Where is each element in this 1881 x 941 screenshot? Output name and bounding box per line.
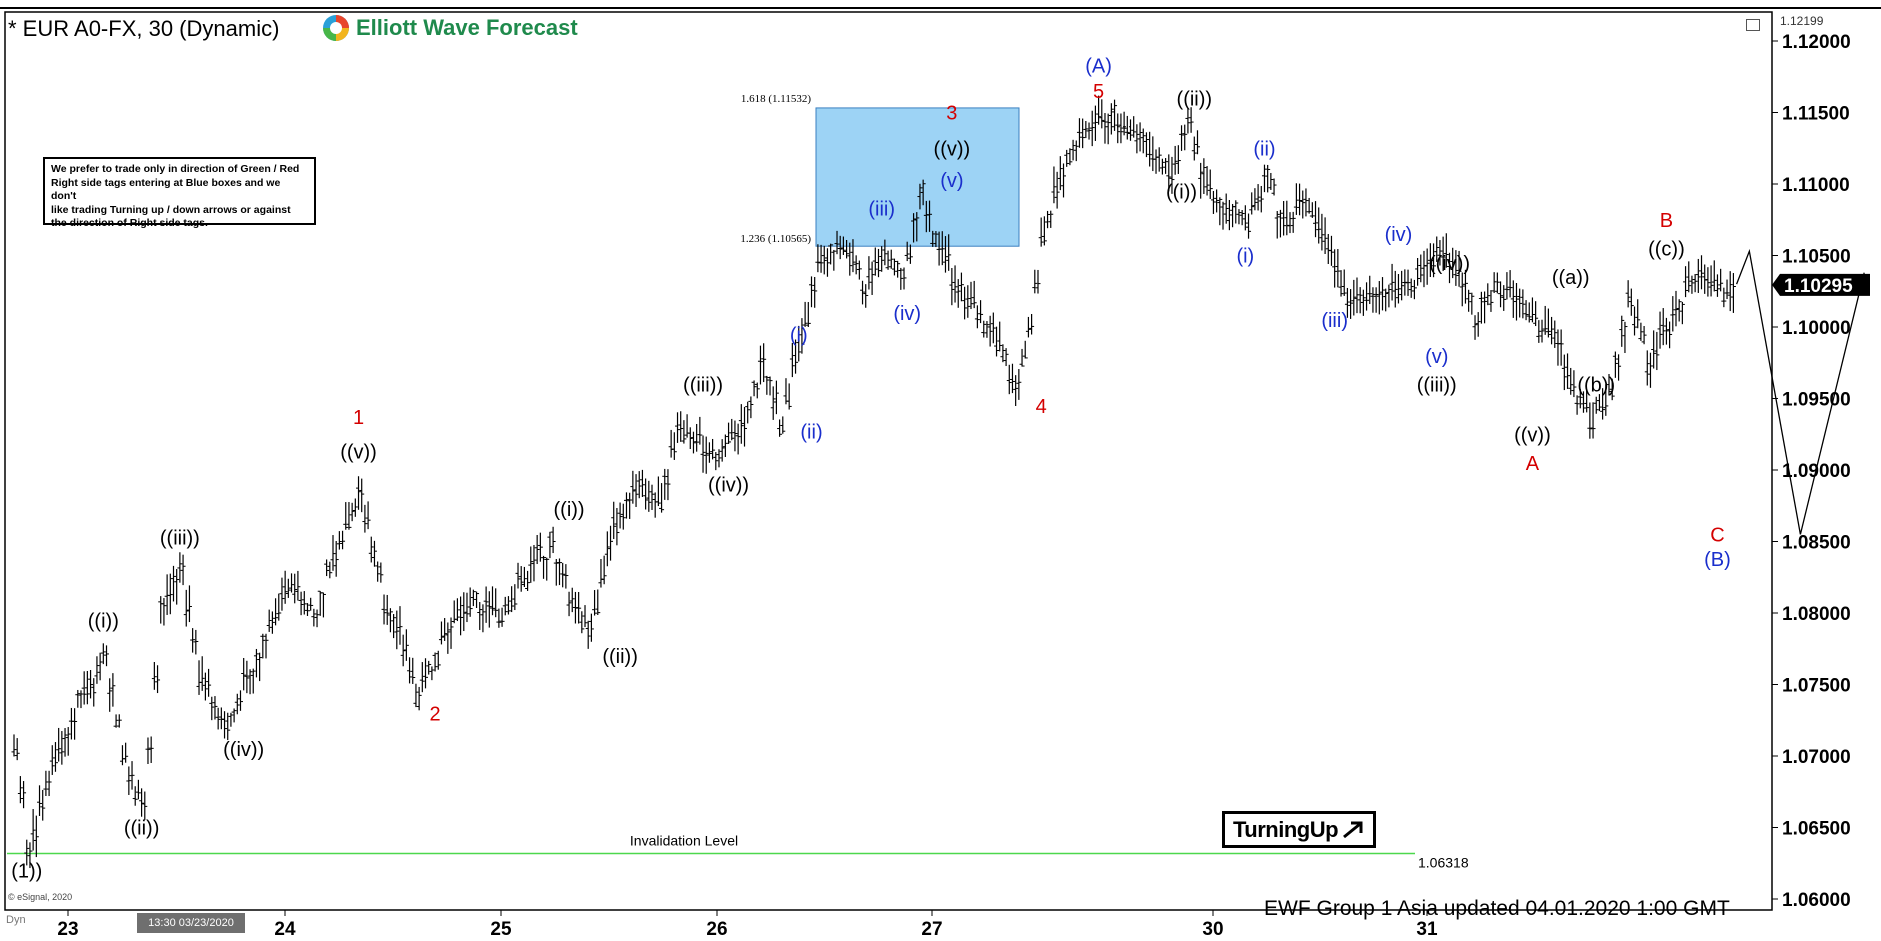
wave-label: ((iii)) <box>1417 374 1457 396</box>
y-tick-label: 1.07000 <box>1782 747 1851 768</box>
wave-label: ((i)) <box>1166 181 1197 203</box>
note-line: We prefer to trade only in direction of … <box>51 163 300 175</box>
footer-update: EWF Group 1 Asia updated 04.01.2020 1:00… <box>1264 897 1730 920</box>
wave-label: 3 <box>946 103 957 125</box>
turning-up-label: TurningUp <box>1232 816 1339 842</box>
wave-label: 4 <box>1036 396 1047 418</box>
y-tick-label: 1.09000 <box>1782 461 1851 482</box>
x-tick-label: 27 <box>921 919 942 940</box>
note-line: the direction of Right side tags. <box>51 217 208 229</box>
wave-label: B <box>1660 210 1673 232</box>
wave-label: ((b)) <box>1577 374 1615 396</box>
projection-path <box>1735 248 1865 535</box>
wave-label: ((iii)) <box>683 374 723 396</box>
wave-label: (v) <box>940 170 963 192</box>
wave-label: 2 <box>430 703 441 725</box>
y-tick-label: 1.11500 <box>1782 104 1850 125</box>
y-tick-label: 1.10000 <box>1782 318 1851 339</box>
blue-box <box>815 107 1020 247</box>
x-tick-label: 31 <box>1416 919 1438 940</box>
y-tick-label: 1.06500 <box>1782 819 1851 840</box>
wave-label: A <box>1526 453 1540 475</box>
wave-label: ((ii)) <box>602 646 638 668</box>
y-tick-label: 1.08500 <box>1782 533 1851 554</box>
esignal-credit: © eSignal, 2020 <box>8 892 73 902</box>
wave-label: ((ii)) <box>1177 88 1213 110</box>
wave-label: (v) <box>1425 346 1448 368</box>
invalidation-value: 1.06318 <box>1418 855 1469 871</box>
y-tick-label: 1.08000 <box>1782 604 1851 625</box>
wave-label: (A) <box>1085 55 1112 77</box>
ewf-globe-icon <box>323 15 349 41</box>
wave-label: (i) <box>1236 246 1254 268</box>
chart-title: * EUR A0-FX, 30 (Dynamic) <box>8 16 280 41</box>
wave-label: (iv) <box>893 303 921 325</box>
turning-up-tag: TurningUp <box>1222 811 1376 848</box>
y-tick-label: 1.10500 <box>1782 247 1851 268</box>
note-line: Right side tags entering at Blue boxes a… <box>51 176 281 203</box>
dyn-label: Dyn <box>6 914 26 926</box>
note-line: like trading Turning up / down arrows or… <box>51 203 291 216</box>
logo: Elliott Wave Forecast <box>322 14 578 42</box>
wave-label: ((ii)) <box>124 818 160 840</box>
x-tick-label: 23 <box>57 919 78 940</box>
wave-label: ((c)) <box>1648 239 1685 261</box>
y-tick-label: 1.11000 <box>1782 175 1850 196</box>
window-icon[interactable] <box>1746 19 1760 31</box>
wave-label: ((iv)) <box>223 739 264 761</box>
wave-label: (i) <box>790 324 808 346</box>
y-tick-label: 1.06000 <box>1782 890 1851 911</box>
wave-label: (ii) <box>800 422 822 444</box>
wave-label: ((v)) <box>934 138 971 160</box>
arrow-up-right-icon <box>1343 821 1363 838</box>
current-price-tag <box>1772 273 1870 296</box>
wave-label: ((i)) <box>554 499 585 521</box>
wave-label: ((a)) <box>1552 267 1590 289</box>
invalidation-label: Invalidation Level <box>630 833 738 849</box>
wave-label: (ii) <box>1253 138 1275 160</box>
logo-text: Elliott Wave Forecast <box>356 15 578 40</box>
x-tick-label: 30 <box>1202 919 1223 940</box>
wave-label: (iv) <box>1385 224 1413 246</box>
blue-box-bottom-label: 1.236 (1.10565) <box>740 233 811 245</box>
wave-label: C <box>1710 525 1724 547</box>
y-top-label: 1.12199 <box>1780 14 1824 28</box>
x-tick-label: 26 <box>706 919 727 940</box>
wave-label: (B) <box>1704 549 1731 571</box>
wave-label: 1 <box>353 407 364 429</box>
wave-label: (iii) <box>868 198 895 220</box>
wave-label: (iii) <box>1321 310 1348 332</box>
blue-box-top-label: 1.618 (1.11532) <box>741 93 812 105</box>
wave-label: 5 <box>1093 81 1104 103</box>
current-price-label: 1.10295 <box>1784 276 1853 297</box>
wave-label: ((v)) <box>1514 424 1551 446</box>
wave-label: ((iv)) <box>708 474 749 496</box>
wave-label: ((v)) <box>340 442 377 464</box>
wave-label: ((iv)) <box>1429 253 1470 275</box>
x-tick-label: 24 <box>274 919 296 940</box>
y-tick-label: 1.07500 <box>1782 676 1851 697</box>
plot-frame <box>4 11 1773 911</box>
wave-label: ((iii)) <box>160 527 200 549</box>
wave-label: ((i)) <box>88 610 119 632</box>
time-box: 13:30 03/23/2020 <box>137 913 245 933</box>
y-tick-label: 1.09500 <box>1782 390 1851 411</box>
wave-label: (1)) <box>11 861 42 883</box>
y-tick-label: 1.12000 <box>1782 32 1851 53</box>
trade-note: We prefer to trade only in direction of … <box>43 157 316 229</box>
x-tick-label: 25 <box>490 919 512 940</box>
